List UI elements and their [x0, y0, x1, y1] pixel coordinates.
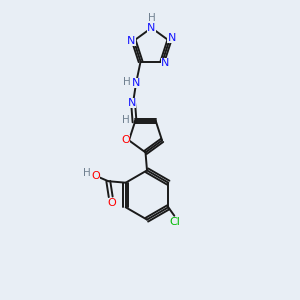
Text: N: N — [132, 78, 140, 88]
Text: O: O — [122, 135, 130, 146]
Text: H: H — [148, 13, 155, 23]
Text: O: O — [108, 198, 117, 208]
Text: H: H — [123, 76, 131, 87]
Text: N: N — [127, 36, 136, 46]
Text: H: H — [122, 115, 129, 125]
Text: Cl: Cl — [169, 217, 180, 227]
Text: H: H — [83, 168, 91, 178]
Text: N: N — [128, 98, 136, 108]
Text: N: N — [161, 58, 170, 68]
Text: N: N — [147, 23, 156, 33]
Text: O: O — [91, 171, 100, 181]
Text: N: N — [167, 33, 176, 43]
